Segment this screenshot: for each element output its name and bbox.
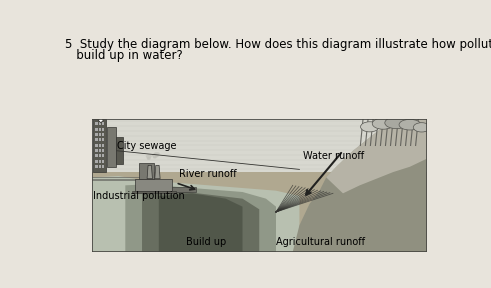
Text: build up in water?: build up in water? — [65, 49, 183, 62]
Text: 5  Study the diagram below. How does this diagram illustrate how pollutants can: 5 Study the diagram below. How does this… — [65, 38, 491, 51]
